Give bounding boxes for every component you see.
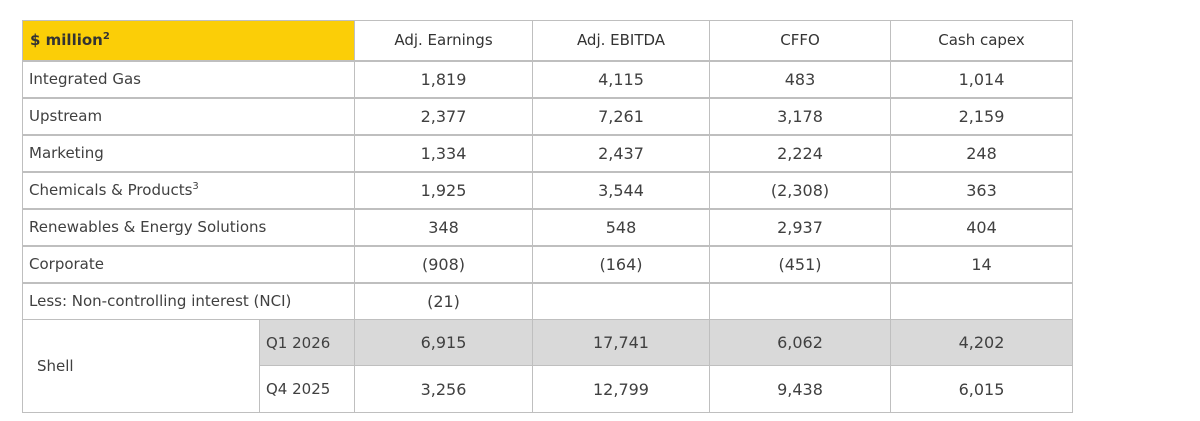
row-label: Chemicals & Products3 — [22, 171, 355, 210]
column-header-adj-earnings: Adj. Earnings — [354, 20, 533, 62]
cell-adj-ebitda: 7,261 — [532, 97, 710, 136]
cell-cffo: (2,308) — [709, 171, 891, 210]
table-row-nci: Less: Non-controlling interest (NCI) (21… — [22, 282, 1073, 320]
shell-label: Shell — [22, 319, 260, 413]
cell-adj-ebitda: 3,544 — [532, 171, 710, 210]
cell-adj-earnings: (908) — [354, 245, 533, 284]
period-label: Q1 2026 — [259, 319, 355, 366]
cell-adj-earnings: 2,377 — [354, 97, 533, 136]
cell-adj-earnings: 1,819 — [354, 60, 533, 99]
row-label: Renewables & Energy Solutions — [22, 208, 355, 247]
cell-adj-earnings: 1,334 — [354, 134, 533, 173]
cell-adj-earnings: 6,915 — [354, 319, 533, 366]
column-header-cffo: CFFO — [709, 20, 891, 62]
cell-adj-ebitda: 4,115 — [532, 60, 710, 99]
cell-adj-ebitda — [532, 282, 710, 320]
period-label: Q4 2025 — [259, 365, 355, 413]
table-row-shell-q1: Shell Q1 2026 6,915 17,741 6,062 4,202 — [22, 319, 1073, 413]
table-row-integrated-gas: Integrated Gas 1,819 4,115 483 1,014 — [22, 60, 1073, 99]
cell-adj-earnings: (21) — [354, 282, 533, 320]
cell-cash-capex — [890, 282, 1073, 320]
cell-cffo: 483 — [709, 60, 891, 99]
table-row-corporate: Corporate (908) (164) (451) 14 — [22, 245, 1073, 284]
cell-adj-ebitda: 17,741 — [532, 319, 710, 366]
cell-cffo — [709, 282, 891, 320]
cell-cffo: 9,438 — [709, 365, 891, 413]
row-label-footnote: 3 — [192, 181, 199, 192]
table-title-footnote: 2 — [102, 31, 110, 43]
table-row-shell-q4: Q4 2025 3,256 12,799 9,438 6,015 — [23, 365, 1073, 413]
cell-cash-capex: 248 — [890, 134, 1073, 173]
cell-cffo: 2,224 — [709, 134, 891, 173]
cell-adj-ebitda: 12,799 — [532, 365, 710, 413]
cell-cffo: 2,937 — [709, 208, 891, 247]
row-label: Less: Non-controlling interest (NCI) — [22, 282, 355, 320]
cell-adj-ebitda: 2,437 — [532, 134, 710, 173]
column-header-adj-ebitda: Adj. EBITDA — [532, 20, 710, 62]
cell-cash-capex: 1,014 — [890, 60, 1073, 99]
cell-cffo: 3,178 — [709, 97, 891, 136]
column-header-cash-capex: Cash capex — [890, 20, 1073, 62]
table-row-renewables: Renewables & Energy Solutions 348 548 2,… — [22, 208, 1073, 247]
cell-adj-earnings: 3,256 — [354, 365, 533, 413]
row-label: Upstream — [22, 97, 355, 136]
table-row-upstream: Upstream 2,377 7,261 3,178 2,159 — [22, 97, 1073, 136]
row-label: Integrated Gas — [22, 60, 355, 99]
table-header-row: $ million2 Adj. Earnings Adj. EBITDA CFF… — [22, 20, 1073, 62]
cell-adj-ebitda: (164) — [532, 245, 710, 284]
table-title-cell: $ million2 — [22, 20, 355, 62]
cell-cash-capex: 2,159 — [890, 97, 1073, 136]
table-title: $ million — [30, 31, 103, 50]
cell-adj-earnings: 348 — [354, 208, 533, 247]
cell-cffo: (451) — [709, 245, 891, 284]
cell-cash-capex: 4,202 — [890, 319, 1073, 366]
row-label: Marketing — [22, 134, 355, 173]
table-row-marketing: Marketing 1,334 2,437 2,224 248 — [22, 134, 1073, 173]
cell-cash-capex: 363 — [890, 171, 1073, 210]
cell-adj-ebitda: 548 — [532, 208, 710, 247]
table-row-chemicals-products: Chemicals & Products3 1,925 3,544 (2,308… — [22, 171, 1073, 210]
cell-cash-capex: 404 — [890, 208, 1073, 247]
row-label: Corporate — [22, 245, 355, 284]
segment-financials-table: $ million2 Adj. Earnings Adj. EBITDA CFF… — [22, 20, 1073, 413]
cell-adj-earnings: 1,925 — [354, 171, 533, 210]
cell-cash-capex: 6,015 — [890, 365, 1073, 413]
cell-cffo: 6,062 — [709, 319, 891, 366]
cell-cash-capex: 14 — [890, 245, 1073, 284]
